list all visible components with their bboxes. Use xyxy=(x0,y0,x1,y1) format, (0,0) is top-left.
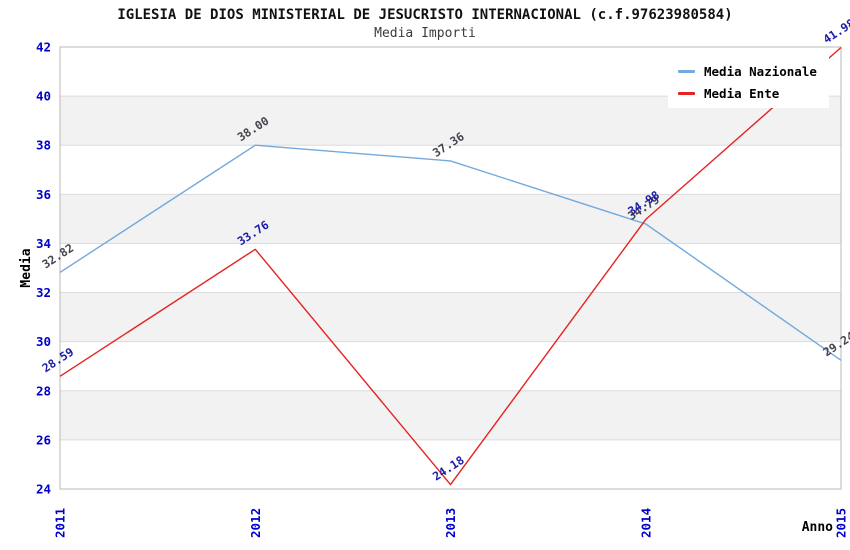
legend-item-media-nazionale: Media Nazionale xyxy=(678,64,817,79)
background-band xyxy=(60,390,841,440)
legend-line-swatch-nazionale xyxy=(678,70,695,73)
y-tick-label: 40 xyxy=(36,89,51,104)
y-axis-label: Media xyxy=(19,248,34,287)
y-tick-label: 24 xyxy=(36,482,51,497)
y-tick-label: 38 xyxy=(36,138,51,153)
x-tick-label: 2011 xyxy=(53,508,68,538)
legend-label-media-ente: Media Ente xyxy=(704,86,780,101)
legend-item-media-ente: Media Ente xyxy=(678,86,817,101)
chart-title: IGLESIA DE DIOS MINISTERIAL DE JESUCRIST… xyxy=(117,7,733,23)
data-label-1: 28.59 xyxy=(39,345,76,376)
series-line-1 xyxy=(59,46,842,486)
data-label-1: 41.98 xyxy=(820,16,850,47)
plot-border xyxy=(59,46,842,490)
x-axis-label: Anno xyxy=(802,520,833,535)
x-tick-label: 2014 xyxy=(638,508,653,538)
x-tick-label: 2012 xyxy=(248,508,263,538)
y-tick-label: 34 xyxy=(36,236,51,251)
x-tick-label: 2013 xyxy=(443,508,458,538)
x-tick-label: 2015 xyxy=(834,508,849,538)
data-label-1: 24.18 xyxy=(430,453,467,484)
legend-line-swatch-ente xyxy=(678,92,695,95)
series-line-0 xyxy=(59,144,842,361)
y-tick-label: 42 xyxy=(36,40,51,55)
chart-subtitle: Media Importi xyxy=(374,26,476,41)
legend: Media Nazionale Media Ente xyxy=(668,57,829,108)
y-tick-label: 26 xyxy=(36,432,51,447)
legend-label-media-nazionale: Media Nazionale xyxy=(704,64,817,79)
y-tick-label: 36 xyxy=(36,187,51,202)
background-band xyxy=(60,292,841,342)
y-tick-label: 28 xyxy=(36,383,51,398)
y-tick-label: 30 xyxy=(36,334,51,349)
y-tick-label: 32 xyxy=(36,285,51,300)
background-band xyxy=(60,194,841,244)
